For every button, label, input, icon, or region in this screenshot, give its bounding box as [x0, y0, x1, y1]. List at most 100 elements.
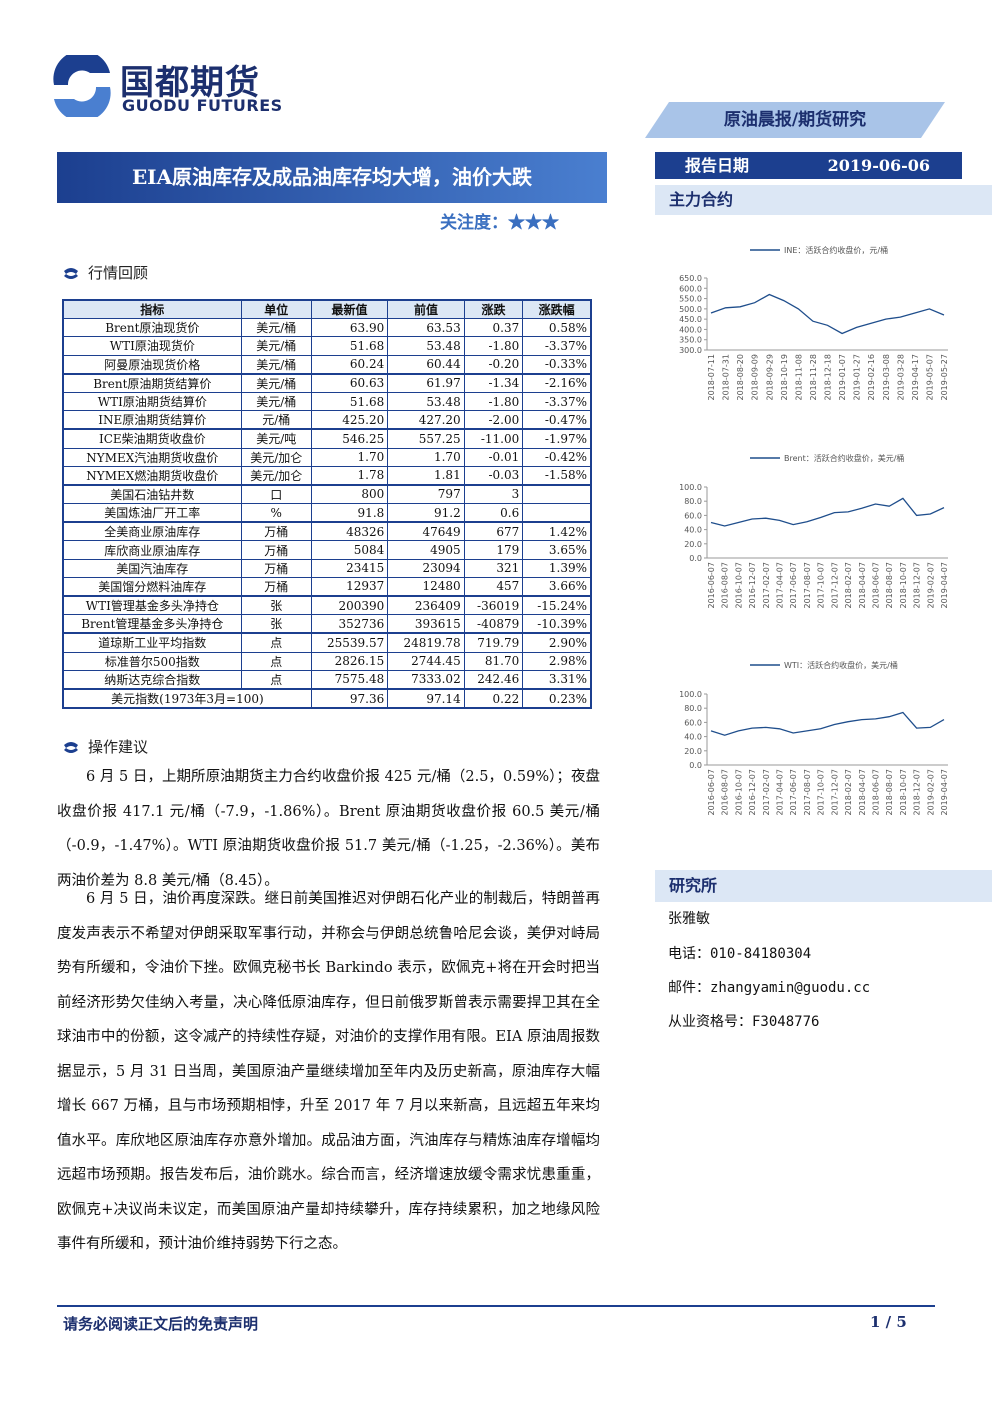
table-cell: 457 — [463, 576, 524, 597]
table-cell: 63.90 — [310, 318, 389, 338]
table-cell: 12937 — [310, 576, 389, 597]
table-cell: 719.79 — [463, 632, 524, 653]
market-table: 指标 单位 最新值 前值 涨跌 涨跌幅 Brent原油现货价 美元/桶 63.90 63.53 0… — [62, 299, 592, 710]
table-row: NYMEX汽油期货收盘价 美元/加仑 1.70 1.70 -0.01 -0.42% — [62, 447, 592, 467]
x-tick-label: 2018-08-20 — [736, 354, 745, 401]
table-cell: 0.23% — [522, 687, 592, 709]
x-tick-label: 2018-10-19 — [780, 354, 789, 401]
table-cell: 美国汽油库存 — [62, 558, 242, 578]
table-cell: 万桶 — [240, 558, 312, 578]
y-tick-label: 650.0 — [679, 274, 702, 283]
table-cell: 60.63 — [310, 372, 389, 393]
y-tick-label: 0.0 — [689, 554, 702, 563]
table-cell: 51.68 — [310, 391, 389, 412]
x-tick-label: 2016-06-07 — [707, 562, 716, 609]
table-row: WTI原油现货价 美元/桶 51.68 53.48 -1.80 -3.37% — [62, 336, 592, 356]
x-tick-label: 2018-08-07 — [885, 769, 894, 816]
table-cell: 91.2 — [387, 503, 465, 523]
table-cell: 美元/桶 — [240, 336, 312, 356]
x-tick-label: 2019-01-27 — [853, 354, 862, 401]
row-group: Brent原油期货结算价 美元/桶 60.63 61.97 -1.34 -2.16% WTI… — [62, 372, 592, 430]
table-row: INE原油期货结算价 元/桶 425.20 427.20 -2.00 -0.47% — [62, 410, 592, 430]
table-cell: 81.70 — [463, 651, 524, 671]
row-group: ICE柴油期货收盘价 美元/吨 546.25 557.25 -11.00 -1.97% NY… — [62, 428, 592, 486]
x-tick-label: 2019-04-07 — [940, 562, 949, 609]
table-cell: -15.24% — [522, 595, 592, 616]
table-cell: 97.14 — [387, 687, 465, 709]
x-tick-label: 2019-05-07 — [925, 354, 934, 401]
charts-heading: 主力合约 — [655, 185, 992, 215]
x-tick-label: 2019-04-17 — [911, 354, 920, 401]
table-cell: 3.31% — [522, 669, 592, 690]
date-label: 报告日期 — [685, 156, 750, 175]
x-tick-label: 2018-02-07 — [844, 769, 853, 816]
attention-stars: ★★★ — [508, 213, 559, 233]
x-tick-label: 2019-02-07 — [926, 769, 935, 816]
y-tick-label: 450.0 — [679, 315, 702, 324]
table-cell — [522, 483, 592, 505]
y-tick-label: 20.0 — [684, 540, 702, 549]
table-cell: 1.78 — [310, 465, 389, 486]
y-tick-label: 40.0 — [684, 733, 702, 742]
x-tick-label: 2018-06-07 — [871, 562, 880, 609]
section-icon — [64, 742, 78, 753]
table-cell: 1.81 — [387, 465, 465, 486]
table-row: 纳斯达克综合指数点 7575.48 7333.02 242.46 3.31% — [62, 669, 592, 690]
footer-rule — [57, 1305, 935, 1307]
section-title: 操作建议 — [88, 738, 149, 756]
table-row: 美国炼油厂开工率% 91.8 91.2 0.6 — [62, 503, 592, 523]
table-cell: 546.25 — [310, 428, 389, 449]
disclaimer: 请务必阅读正文后的免责声明 — [63, 1315, 259, 1333]
table-cell: 元/桶 — [240, 410, 312, 430]
table-cell: 1.70 — [310, 447, 389, 467]
table-cell: -0.33% — [522, 354, 592, 375]
x-tick-label: 2017-08-07 — [803, 769, 812, 816]
table-cell: 1.42% — [522, 521, 592, 542]
column-header: 指标 — [62, 299, 242, 320]
table-cell: Brent管理基金多头净持仓 — [62, 614, 242, 634]
y-tick-label: 60.0 — [684, 718, 702, 727]
table-header: 指标 单位 最新值 前值 涨跌 涨跌幅 — [62, 299, 592, 320]
table-cell: 3.66% — [522, 576, 592, 597]
table-row: Brent原油期货结算价 美元/桶 60.63 61.97 -1.34 -2.16% — [62, 372, 592, 393]
table-cell: 23415 — [310, 558, 389, 578]
table-cell: 393615 — [387, 614, 465, 634]
table-cell: 53.48 — [387, 336, 465, 356]
paragraph: 6 月 5 日，油价再度深跌。继日前美国推迟对伊朗石化产业的制裁后，特朗普再度发… — [57, 891, 600, 1252]
table-row: 美国汽油库存 万桶 23415 23094 321 1.39% — [62, 558, 592, 578]
table-cell: 23094 — [387, 558, 465, 578]
table-cell: 557.25 — [387, 428, 465, 449]
table-cell: 12480 — [387, 576, 465, 597]
data-line — [710, 293, 945, 335]
y-tick-label: 20.0 — [684, 747, 702, 756]
table-cell: -11.00 — [463, 428, 524, 449]
table-row: 美元指数(1973年3月=100) 97.36 97.14 0.22 0.23% — [62, 687, 592, 709]
table-cell — [522, 503, 592, 523]
column-header: 最新值 — [310, 299, 389, 320]
table-cell: 2826.15 — [310, 651, 389, 671]
table-cell: -1.97% — [522, 428, 592, 449]
x-tick-label: 2017-02-07 — [762, 562, 771, 609]
x-tick-label: 2016-08-07 — [721, 769, 730, 816]
paragraph: 6 月 5 日，上期所原油期货主力合约收盘价报 425 元/桶（2.5，0.59… — [57, 769, 600, 889]
table-cell: 美元/桶 — [240, 354, 312, 375]
attention-label: 关注度： — [440, 213, 508, 233]
table-cell: 2.90% — [522, 632, 592, 653]
x-tick-label: 2018-12-07 — [913, 562, 922, 609]
x-tick-label: 2016-10-07 — [734, 769, 743, 816]
legend-label: WTI：活跃合约收盘价，美元/桶 — [784, 660, 898, 670]
analyst: 张雅敏 — [668, 911, 710, 927]
table-cell: 点 — [240, 669, 312, 690]
table-cell: 60.44 — [387, 354, 465, 375]
table-cell: 道琼斯工业平均指数 — [62, 632, 242, 653]
table-cell: WTI原油现货价 — [62, 336, 242, 356]
row-group: 美国石油钻井数口 800 797 3 美国炼油厂开工率% 91.8 91.2 0.6 — [62, 483, 592, 523]
table-row: NYMEX燃油期货收盘价 美元/加仑 1.78 1.81 -0.03 -1.58% — [62, 465, 592, 486]
x-tick-label: 2018-07-11 — [707, 354, 716, 401]
y-tick-label: 300.0 — [679, 346, 702, 355]
x-tick-label: 2017-02-07 — [762, 769, 771, 816]
x-tick-label: 2019-02-07 — [926, 562, 935, 609]
table-cell: 口 — [240, 483, 312, 505]
table-cell: NYMEX燃油期货收盘价 — [62, 465, 242, 486]
email: 邮件：zhangyamin@guodu.cc — [668, 980, 871, 996]
